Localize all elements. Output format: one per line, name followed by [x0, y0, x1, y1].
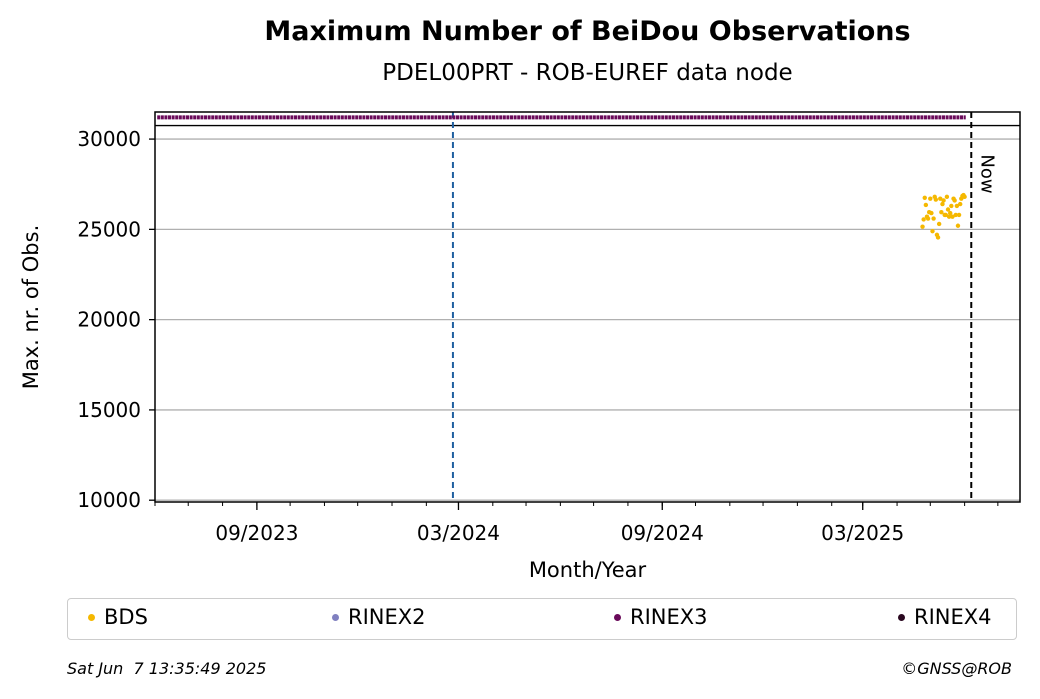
x-tick-label: 09/2024	[621, 521, 704, 545]
footer-timestamp: Sat Jun 7 13:35:49 2025	[67, 659, 267, 678]
bds-point	[962, 194, 967, 200]
plot-frame	[154, 111, 1021, 503]
bds-point	[950, 214, 955, 219]
x-axis-label: Month/Year	[529, 558, 647, 582]
bds-point	[922, 195, 927, 200]
bds-point	[923, 202, 929, 208]
bds-point	[935, 235, 941, 240]
chart-subtitle: PDEL00PRT - ROB-EUREF data node	[382, 60, 793, 86]
legend-label: RINEX3	[630, 605, 708, 629]
bds-point	[933, 197, 939, 202]
y-tick-label: 15000	[77, 398, 141, 422]
legend-label: RINEX4	[914, 605, 992, 629]
legend-item-rinex2: RINEX2	[332, 605, 426, 629]
legend-marker-icon	[898, 613, 905, 621]
bds-point	[955, 223, 961, 228]
bds-point	[957, 201, 963, 207]
x-tick-label: 03/2025	[821, 521, 904, 545]
y-tick-label: 10000	[77, 488, 141, 512]
chart-legend: BDS RINEX2 RINEX3 RINEX4	[67, 598, 1017, 640]
legend-item-rinex3: RINEX3	[614, 605, 708, 629]
legend-label: RINEX2	[348, 605, 426, 629]
bds-point	[945, 207, 951, 212]
x-tick-label: 03/2024	[417, 521, 500, 545]
bds-point	[930, 228, 935, 234]
bds-point	[929, 210, 934, 216]
bds-point	[936, 221, 942, 227]
now-label: Now	[976, 154, 997, 193]
y-tick-label: 25000	[77, 217, 141, 241]
bds-point	[939, 210, 944, 215]
bds-point	[925, 216, 931, 221]
bds-point	[949, 203, 954, 209]
bds-point	[952, 198, 957, 203]
bds-point	[946, 214, 952, 219]
legend-label: BDS	[104, 605, 148, 629]
legend-marker-icon	[614, 613, 621, 621]
legend-marker-icon	[88, 613, 95, 621]
bds-point	[928, 196, 933, 201]
bds-point	[954, 203, 960, 209]
bds-point	[943, 212, 948, 218]
legend-item-rinex4: RINEX4	[898, 605, 992, 629]
bds-point	[956, 212, 962, 218]
chart-title: Maximum Number of BeiDou Observations	[264, 16, 911, 47]
bds-point	[953, 212, 958, 218]
y-tick-label: 30000	[77, 127, 141, 151]
bds-point	[921, 217, 926, 222]
bds-point	[931, 216, 936, 221]
bds-point	[940, 201, 945, 207]
y-axis-label: Max. nr. of Obs.	[19, 225, 43, 390]
bds-point	[941, 198, 946, 203]
y-tick-label: 20000	[77, 308, 141, 332]
bds-point	[944, 194, 950, 200]
bds-point	[920, 224, 925, 229]
bds-point	[948, 210, 953, 216]
footer-copyright: ©GNSS@ROB	[901, 659, 1012, 678]
bds-point	[938, 196, 943, 201]
x-tick-label: 09/2023	[215, 521, 298, 545]
legend-marker-icon	[332, 613, 339, 621]
legend-item-bds: BDS	[88, 605, 148, 629]
